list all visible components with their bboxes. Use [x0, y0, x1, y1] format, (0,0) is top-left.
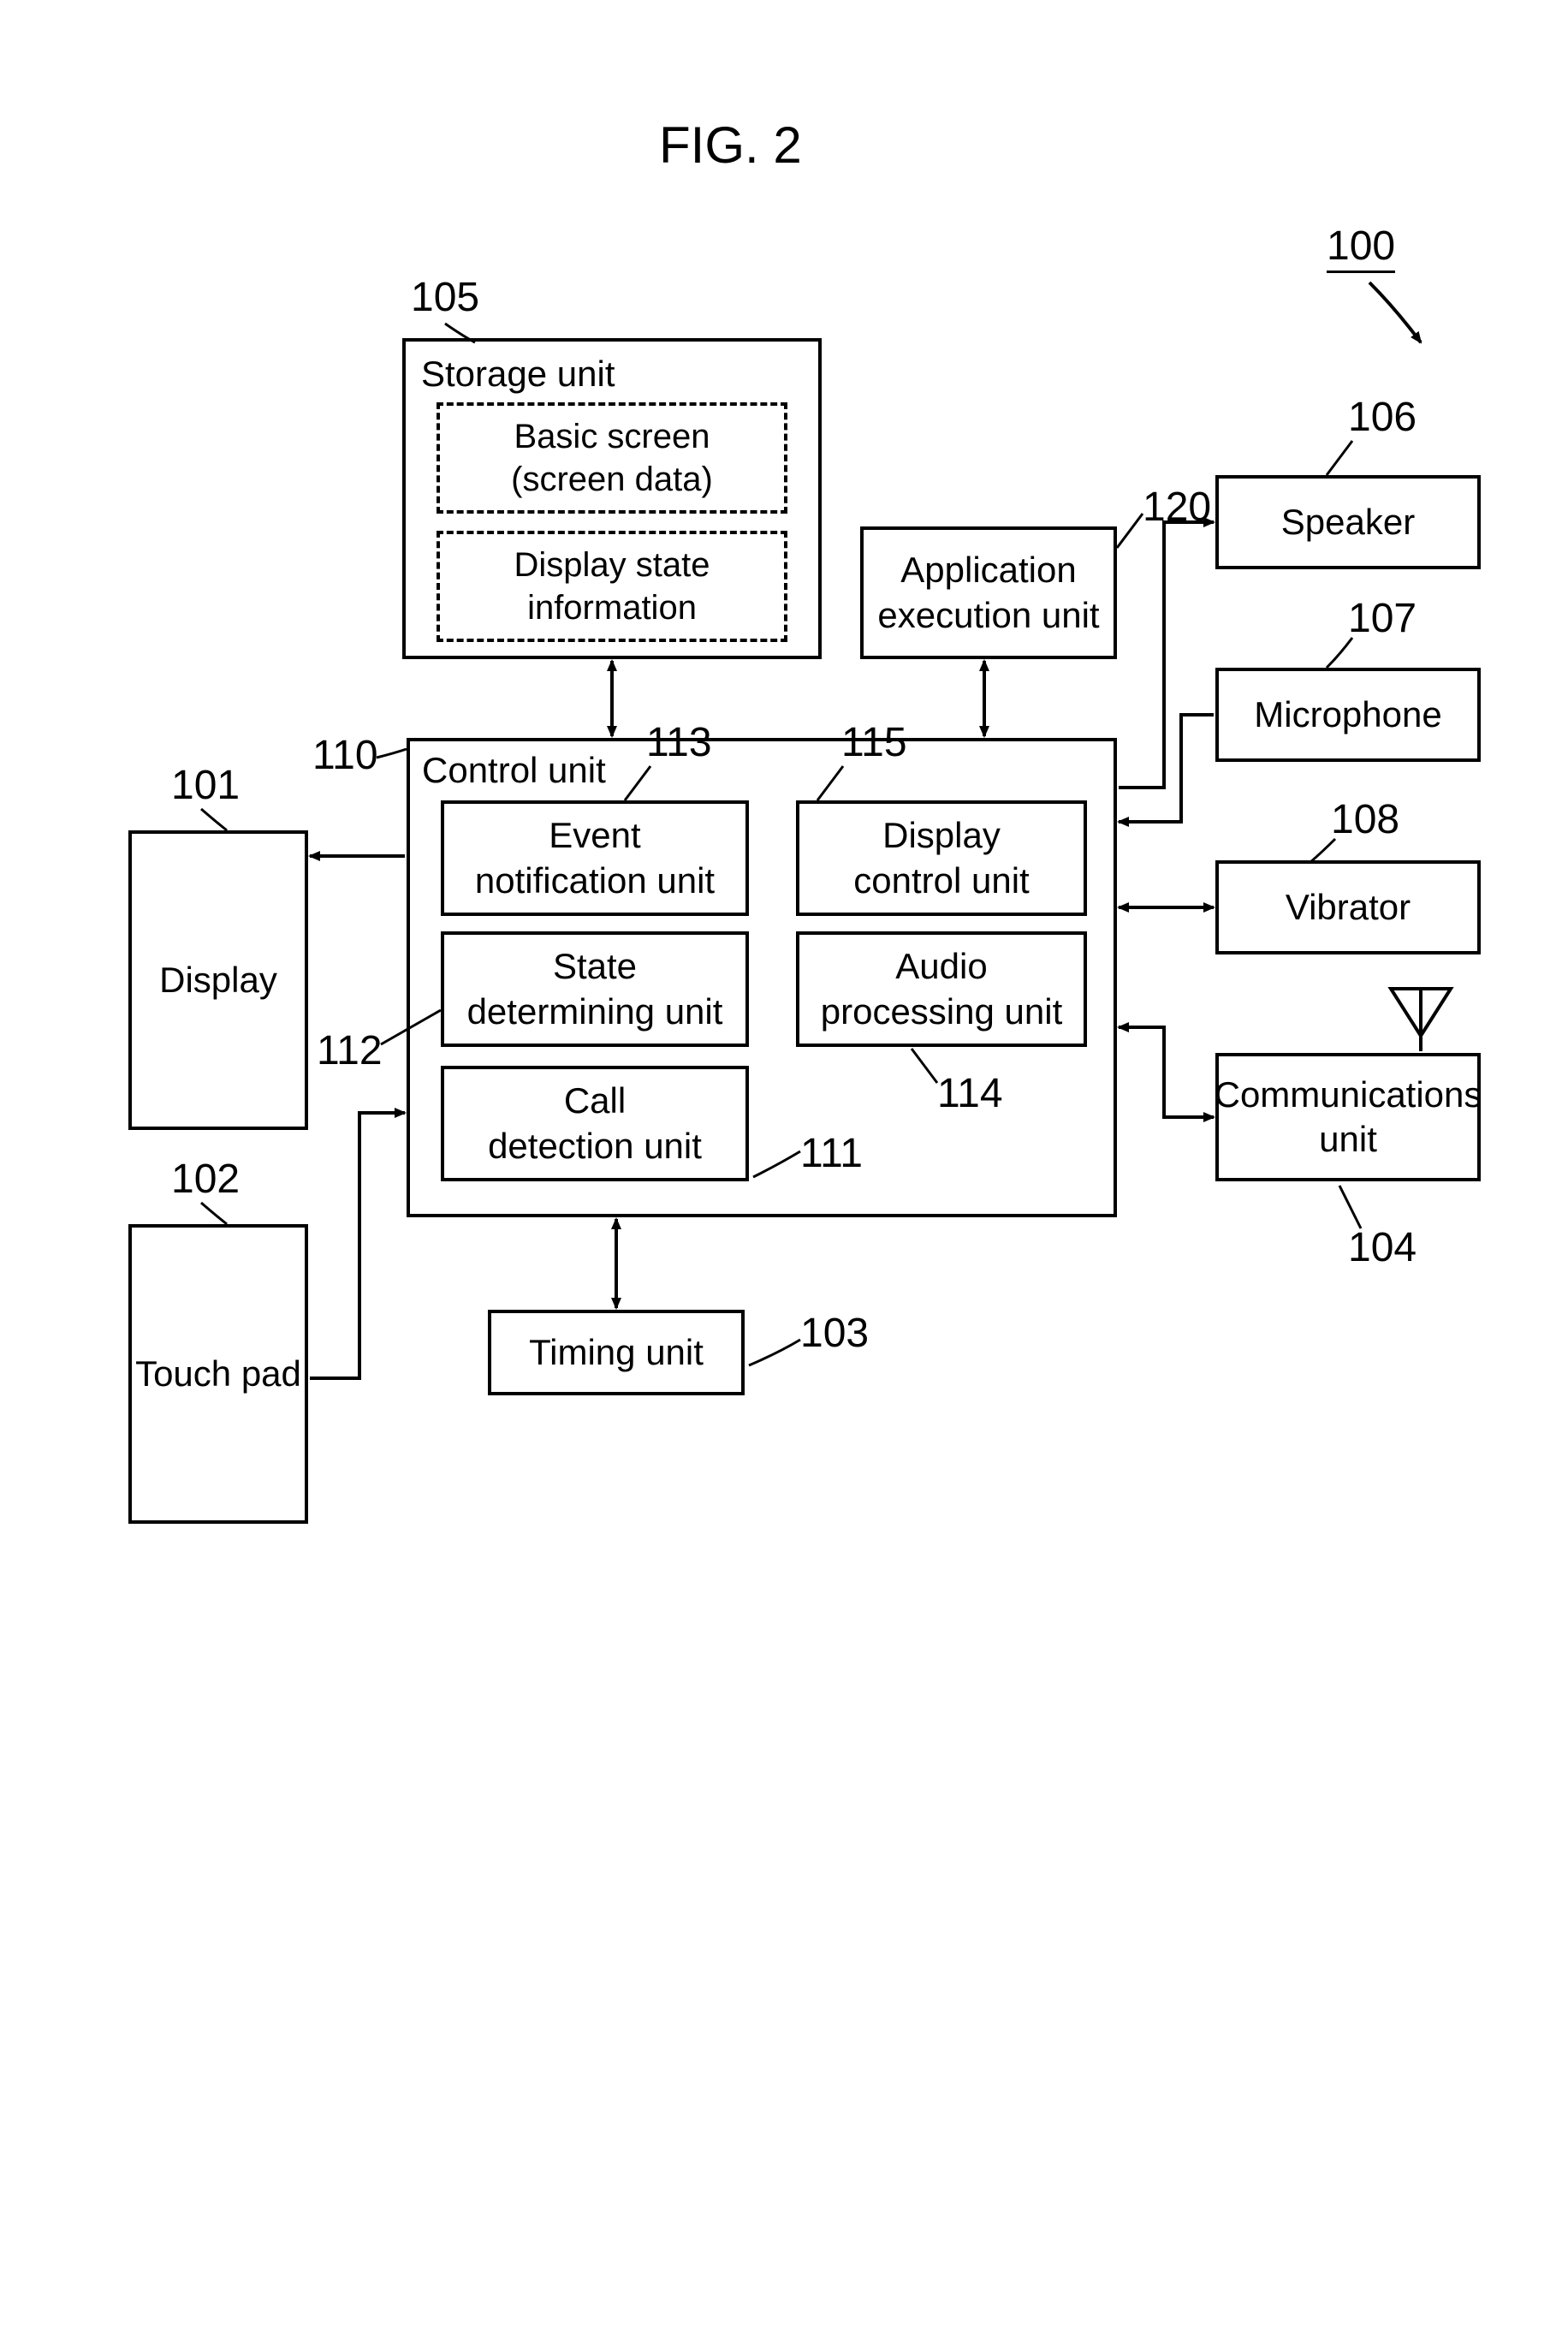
ref-103: 103	[800, 1310, 869, 1357]
comm-unit: Communications unit	[1215, 1053, 1481, 1181]
ref-system: 100	[1327, 223, 1395, 270]
ref-102: 102	[171, 1156, 240, 1203]
comm-l2: unit	[1319, 1117, 1377, 1162]
display-label: Display	[159, 958, 277, 1003]
touchpad-block: Touch pad	[128, 1224, 308, 1524]
touchpad-label: Touch pad	[135, 1352, 301, 1397]
diagram-page: FIG. 2 100 Storage unit Basic screen (sc…	[0, 0, 1568, 2325]
control-unit-title: Control unit	[422, 748, 606, 794]
speaker-label: Speaker	[1281, 500, 1415, 545]
microphone-block: Microphone	[1215, 668, 1481, 762]
ref-108: 108	[1331, 796, 1399, 843]
call-l1: Call	[564, 1079, 626, 1124]
mic-label: Microphone	[1254, 693, 1441, 738]
timing-label: Timing unit	[529, 1330, 704, 1376]
ref-112: 112	[317, 1027, 383, 1074]
ref-120: 120	[1143, 484, 1211, 531]
ref-114: 114	[937, 1070, 1003, 1117]
figure-title: FIG. 2	[659, 116, 802, 175]
ref-113: 113	[646, 719, 712, 766]
ref-105: 105	[411, 274, 479, 321]
event-unit: Event notification unit	[441, 800, 749, 916]
ref-111: 111	[800, 1130, 863, 1177]
ref-110: 110	[312, 732, 378, 779]
basic-screen-l1: Basic screen	[514, 415, 710, 458]
call-l2: detection unit	[488, 1124, 702, 1169]
vibrator-block: Vibrator	[1215, 860, 1481, 954]
audio-l1: Audio	[895, 944, 987, 990]
state-l1: State	[553, 944, 637, 990]
basic-screen-box: Basic screen (screen data)	[437, 402, 787, 514]
app-exec-unit: Application execution unit	[860, 526, 1117, 659]
ref-104: 104	[1348, 1224, 1417, 1271]
display-state-box: Display state information	[437, 531, 787, 642]
state-unit: State determining unit	[441, 931, 749, 1047]
app-l2: execution unit	[877, 593, 1099, 639]
app-l1: Application	[900, 548, 1076, 593]
display-state-l2: information	[527, 586, 697, 629]
dispctrl-l2: control unit	[853, 859, 1029, 904]
basic-screen-l2: (screen data)	[511, 458, 713, 501]
display-state-l1: Display state	[514, 544, 710, 586]
event-l2: notification unit	[475, 859, 715, 904]
vib-label: Vibrator	[1286, 885, 1411, 931]
state-l2: determining unit	[467, 990, 723, 1035]
speaker-block: Speaker	[1215, 475, 1481, 569]
display-control-unit: Display control unit	[796, 800, 1087, 916]
audio-l2: processing unit	[821, 990, 1063, 1035]
call-unit: Call detection unit	[441, 1066, 749, 1181]
ref-115: 115	[841, 719, 907, 766]
storage-unit-title: Storage unit	[421, 352, 615, 397]
ref-101: 101	[171, 762, 240, 809]
ref-106: 106	[1348, 394, 1417, 441]
display-block: Display	[128, 830, 308, 1130]
dispctrl-l1: Display	[882, 813, 1001, 859]
comm-l1: Communications	[1215, 1073, 1482, 1118]
audio-unit: Audio processing unit	[796, 931, 1087, 1047]
timing-unit: Timing unit	[488, 1310, 745, 1395]
event-l1: Event	[549, 813, 640, 859]
ref-107: 107	[1348, 595, 1417, 642]
